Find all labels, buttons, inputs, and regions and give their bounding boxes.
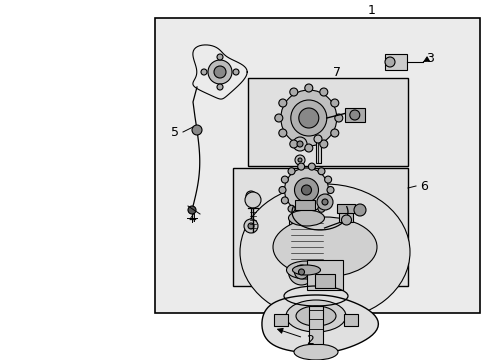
Circle shape [245,191,256,201]
Circle shape [207,60,231,84]
Bar [306,260,342,290]
Text: 2: 2 [277,328,313,346]
Circle shape [217,54,223,60]
Circle shape [304,144,312,152]
Circle shape [281,197,288,204]
Circle shape [290,100,326,136]
Circle shape [304,84,312,92]
Ellipse shape [295,306,335,326]
Circle shape [297,210,304,217]
Circle shape [317,205,325,212]
Ellipse shape [240,184,409,320]
Bar [232,168,407,286]
Polygon shape [262,295,378,353]
Circle shape [330,129,338,137]
Ellipse shape [272,217,376,277]
Circle shape [294,155,305,165]
Circle shape [384,57,394,67]
Circle shape [278,99,286,107]
Bar [314,274,334,288]
Ellipse shape [286,261,326,279]
Text: 6: 6 [419,180,427,193]
Circle shape [353,204,365,216]
Circle shape [319,88,327,96]
Circle shape [294,178,318,202]
Circle shape [296,141,303,147]
Circle shape [279,186,285,194]
Circle shape [324,197,331,204]
Circle shape [201,69,206,75]
Circle shape [281,176,288,183]
Text: 3: 3 [423,51,433,64]
Circle shape [308,163,315,170]
Circle shape [214,66,225,78]
Bar [344,108,364,122]
Bar [315,139,320,163]
Bar [308,306,323,344]
Text: 4: 4 [188,212,196,225]
Circle shape [287,205,294,212]
Circle shape [298,108,318,128]
Circle shape [324,176,331,183]
Circle shape [313,135,321,143]
Circle shape [341,215,351,225]
Circle shape [280,90,336,146]
Bar [294,200,314,210]
Bar [338,210,352,222]
Circle shape [232,69,239,75]
Ellipse shape [285,300,346,332]
Circle shape [319,140,327,148]
Bar [384,54,406,70]
Ellipse shape [293,344,337,360]
Circle shape [297,163,304,170]
Bar [288,218,324,270]
Circle shape [301,185,311,195]
Bar [336,204,354,213]
Text: 5: 5 [171,126,179,139]
Circle shape [192,125,202,135]
Circle shape [292,137,306,151]
Ellipse shape [292,265,320,275]
Circle shape [298,269,304,275]
Bar [247,78,407,166]
Circle shape [287,168,294,175]
Circle shape [289,140,297,148]
Circle shape [326,186,333,194]
Circle shape [244,192,261,208]
Circle shape [278,129,286,137]
Circle shape [288,259,314,285]
Text: 1: 1 [367,4,375,17]
Circle shape [334,114,342,122]
Circle shape [308,210,315,217]
Circle shape [297,158,302,162]
Circle shape [244,219,258,233]
Bar [273,314,287,326]
Circle shape [217,84,223,90]
Circle shape [274,114,282,122]
Circle shape [317,168,325,175]
Circle shape [294,265,308,279]
Text: 7: 7 [332,66,340,78]
Bar [155,18,479,313]
Circle shape [349,110,359,120]
Circle shape [316,194,332,210]
Circle shape [247,223,253,229]
Ellipse shape [288,210,324,226]
Circle shape [321,199,327,205]
Circle shape [284,168,328,212]
Bar [343,314,357,326]
Circle shape [289,88,297,96]
Circle shape [330,99,338,107]
Circle shape [187,206,196,214]
